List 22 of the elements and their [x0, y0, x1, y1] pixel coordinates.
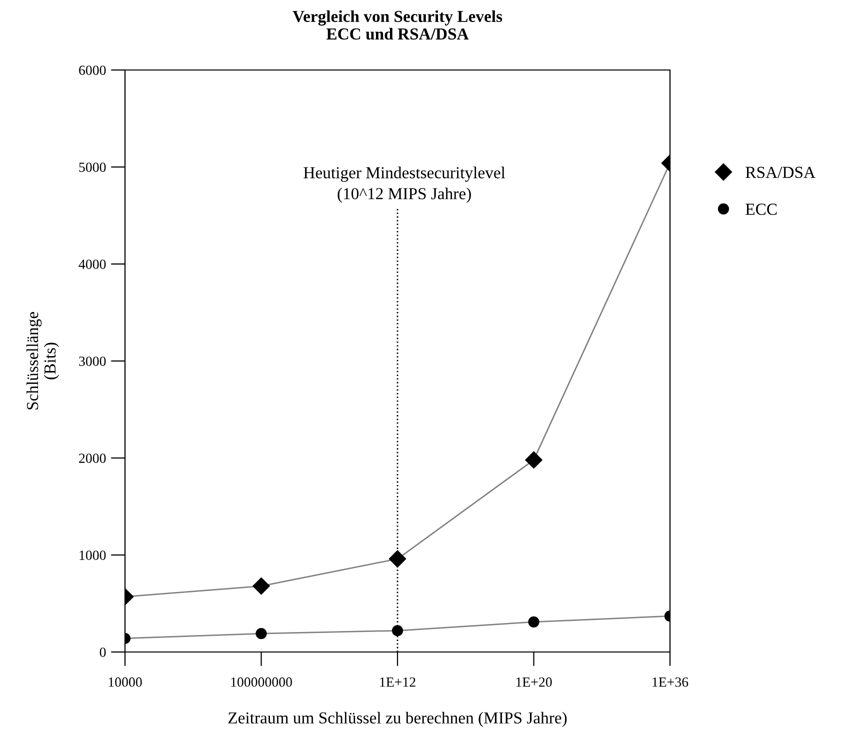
y-tick-label: 2000	[79, 454, 106, 463]
x-axis-title: Zeitraum um Schlüssel zu berechnen (MIPS Jahre)	[228, 712, 567, 727]
y-tick-label: 5000	[79, 162, 106, 172]
point	[388, 550, 406, 568]
y-tick-label: 3000	[79, 356, 106, 366]
point	[528, 616, 540, 628]
legend-label: RSA/DSA	[746, 166, 816, 178]
x-tick-label: 1E+36	[652, 677, 688, 687]
point	[392, 625, 404, 636]
y-tick-label: 6000	[79, 66, 106, 75]
x-tick-label: 1E+20	[516, 677, 552, 687]
y-axis-title: Schlüssellänge (Bits)	[26, 312, 60, 410]
y-tick-label: 4000	[78, 260, 106, 269]
legend-label: ECC	[746, 204, 777, 215]
x-tick-label: 10000	[108, 677, 142, 687]
x-tick-label: 1E+12	[380, 677, 416, 687]
x-tick-label: 100000000	[231, 677, 292, 687]
y-tick-label: 1000	[80, 550, 106, 560]
y-tick-label: 0	[100, 648, 106, 657]
chart-title: Vergleich von Security Levels ECC und RSA/DSA	[292, 10, 502, 40]
point	[525, 451, 542, 468]
ref-line-label: Heutiger Mindestsecuritylevel (10^12 MIPS Jahre)	[304, 166, 506, 203]
